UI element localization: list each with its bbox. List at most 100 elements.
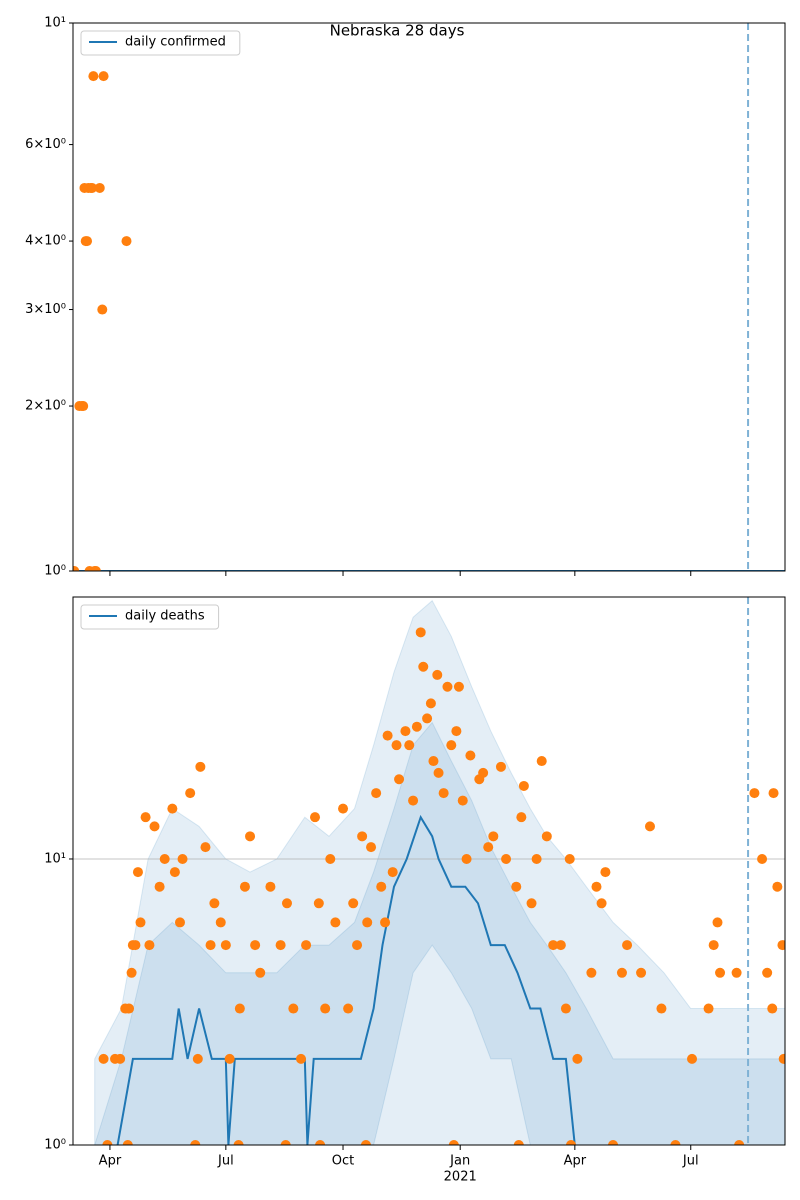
data-point [518,780,529,791]
data-point [541,831,552,842]
data-point [572,1053,583,1064]
data-point [708,940,719,951]
data-point [465,750,476,761]
data-point [78,401,89,412]
data-point [126,967,137,978]
data-point [616,967,627,978]
legend-box [80,30,241,56]
data-point [670,1140,681,1145]
data-point [394,774,405,785]
data-point [457,795,468,806]
data-point [488,831,499,842]
data-point [762,967,773,978]
data-point [382,730,393,741]
data-point [432,669,443,680]
data-point [461,853,472,864]
data-point [536,756,547,767]
plot-area [73,23,785,571]
data-point [98,71,109,82]
data-point [483,842,494,853]
data-point [209,898,220,909]
data-point [132,867,143,878]
data-point [366,842,377,853]
data-point [205,940,216,951]
data-point [280,1140,291,1145]
band [94,721,785,1145]
data-point [608,1140,619,1145]
data-point [348,898,359,909]
data-point [121,236,132,247]
data-point [555,940,566,951]
data-point [411,721,422,732]
data-point [442,681,453,692]
data-point [357,831,368,842]
data-point [425,698,436,709]
x-tick-label: Apr [564,1154,587,1169]
data-point [130,940,141,951]
data-point [234,1003,245,1014]
x-tick-label: Oct [332,1154,354,1169]
data-point [656,1003,667,1014]
data-point [140,812,151,823]
data-point [167,803,178,814]
data-point [408,795,419,806]
data-point [600,867,611,878]
data-point [220,940,231,951]
data-point [185,788,196,799]
data-point [526,898,537,909]
data-point [315,1140,326,1145]
y-tick-label: 10⁰ [44,1138,66,1153]
data-point [687,1053,698,1064]
data-point [190,1140,201,1145]
data-point [387,867,398,878]
data-point [362,917,373,928]
data-point [391,740,402,751]
data-point [734,1140,745,1145]
data-point [301,940,312,951]
data-point [448,1140,459,1145]
data-point [200,842,211,853]
data-point [772,881,783,892]
data-point [115,1053,126,1064]
data-point [712,917,723,928]
data-point [255,967,266,978]
legend-box [80,604,220,630]
data-point [352,940,363,951]
axes-frame [72,596,786,1146]
data-point [415,627,426,638]
data-point [135,917,146,928]
data-point [636,967,647,978]
data-point [731,967,742,978]
data-point [195,761,206,772]
data-point [360,1140,371,1145]
data-point [338,803,349,814]
y-tick-label: 2×10⁰ [25,399,66,414]
data-point [501,853,512,864]
data-point [159,853,170,864]
data-point [757,853,768,864]
data-point [192,1053,203,1064]
data-point [177,853,188,864]
data-point [281,898,292,909]
data-point [174,917,185,928]
data-point [564,853,575,864]
plot-area [73,597,785,1145]
data-point [295,1053,306,1064]
data-point [102,1140,113,1145]
series-line [116,814,576,1145]
data-point [224,1053,235,1064]
data-point [90,566,101,571]
x-tick-label: Apr [99,1154,122,1169]
x-tick-label: Jul [682,1154,699,1169]
y-tick-label: 10¹ [44,16,66,31]
data-point [715,967,726,978]
data-point [548,940,559,951]
data-point [380,917,391,928]
data-point [94,182,105,193]
data-point [511,881,522,892]
data-point [422,713,433,724]
data-point [768,788,779,799]
data-point [144,940,155,951]
data-point [233,1140,244,1145]
